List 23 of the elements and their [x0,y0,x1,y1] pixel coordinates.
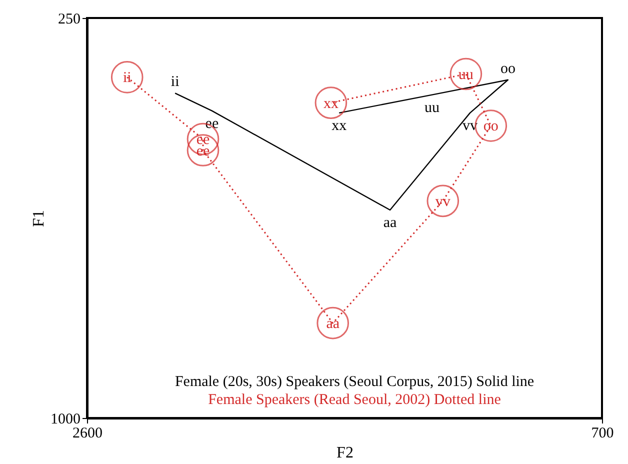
data-label: xx [332,118,348,134]
data-label: aa [326,316,340,332]
annotation: Female Speakers (Read Seoul, 2002) Dotted line [208,392,502,408]
x-tick-label: 700 [591,426,614,442]
data-label: xx [323,96,339,112]
data-label: oo [500,60,516,77]
x-axis-title: F2 [336,444,354,462]
data-label: ii [170,74,180,90]
point [110,61,144,94]
data-label: ee [196,132,210,148]
data-label: oo [483,118,498,135]
annotation: Female (20s, 30s) Speakers (Seoul Corpus, 2015) Solid line [174,374,534,390]
y-tick-label: 1000 [50,412,80,428]
data-label: vv [435,194,451,210]
data-label: ii [122,70,132,86]
y-tick-label: 250 [58,12,80,28]
point [314,86,348,119]
data-label: aa [383,215,398,231]
data-label: uu [424,100,440,116]
y-axis-title: F1 [30,210,48,227]
point [316,306,350,340]
data-label: uu [458,67,474,83]
x-tick-label: 2600 [72,426,102,442]
